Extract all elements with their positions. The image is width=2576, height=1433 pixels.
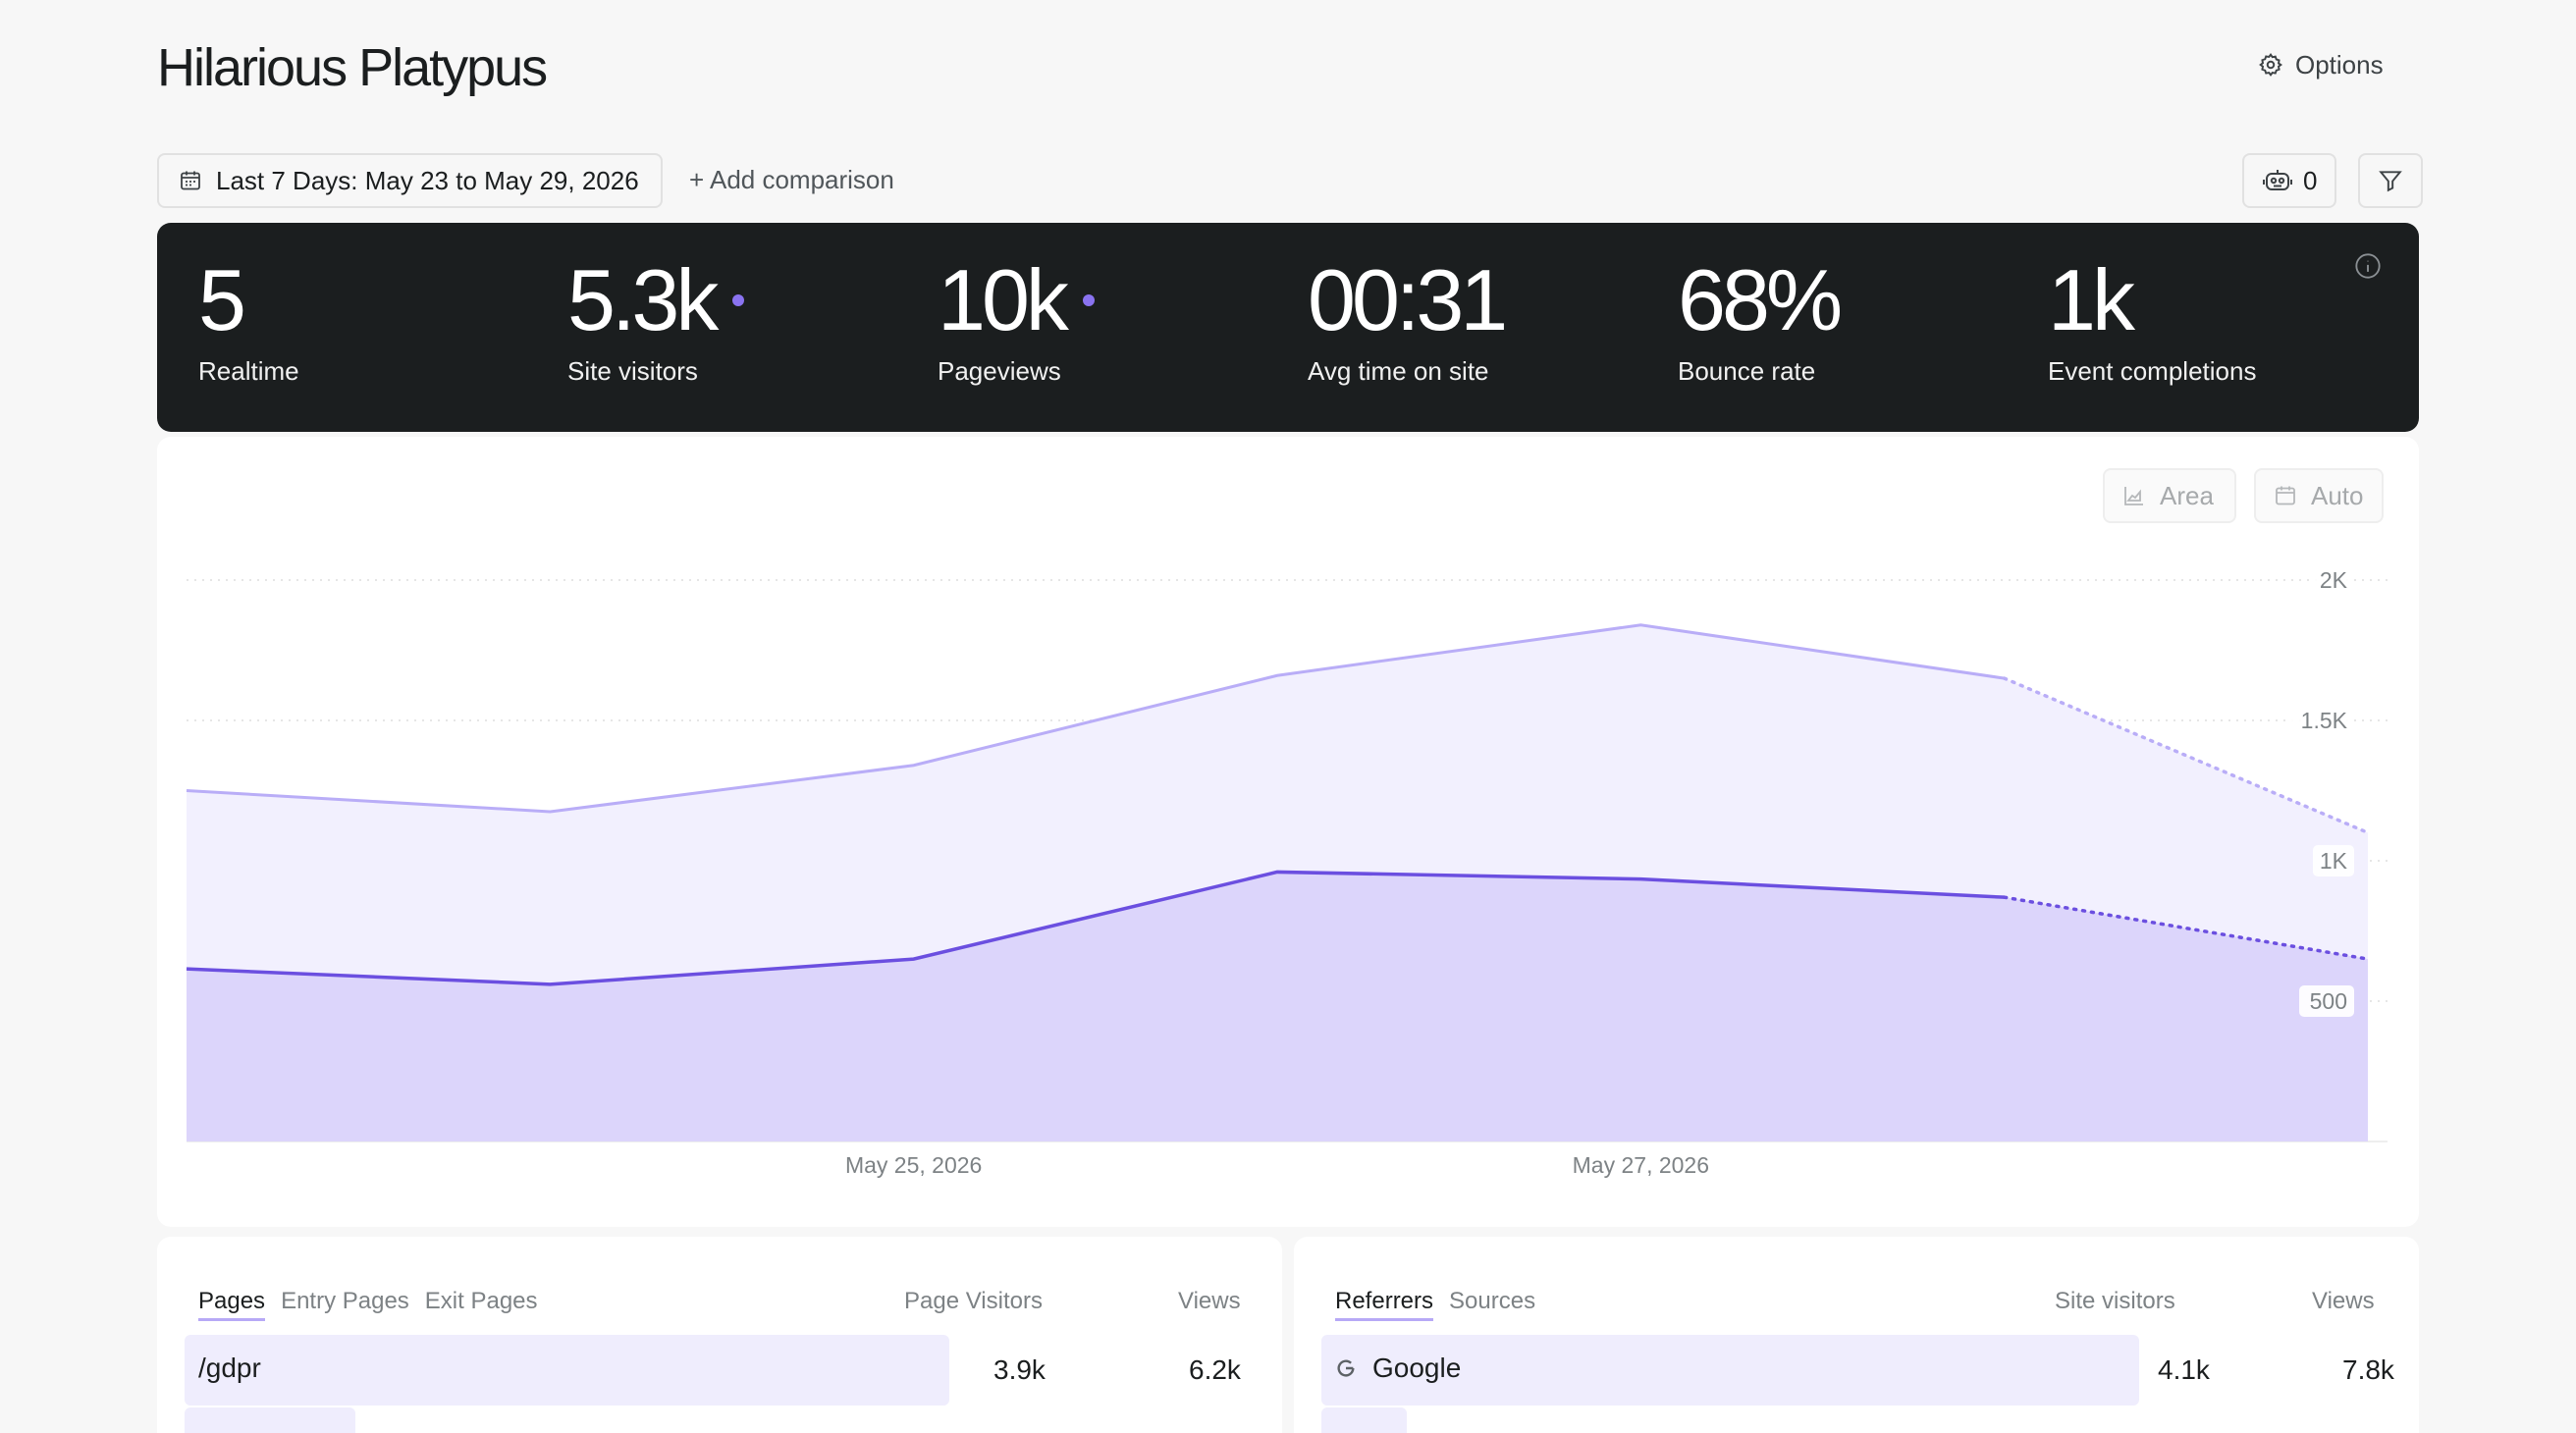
row-bar <box>1321 1335 2139 1406</box>
bot-filter-button[interactable]: 0 <box>2242 153 2336 208</box>
column-header-views[interactable]: Views <box>1178 1288 1241 1314</box>
row-label: Google <box>1335 1353 1461 1384</box>
options-button[interactable]: Options <box>2258 47 2384 82</box>
stat-realtime[interactable]: 5 Realtime <box>198 256 299 387</box>
stat-pageviews[interactable]: 10k Pageviews <box>938 256 1095 387</box>
tab-sources[interactable]: Sources <box>1449 1288 1536 1314</box>
area-toggle-button[interactable]: Area <box>2103 468 2236 523</box>
series-line <box>186 623 2005 814</box>
y-tick-label: 500 <box>2310 988 2347 1014</box>
google-icon <box>1335 1357 1357 1379</box>
calendar-icon <box>2274 484 2297 507</box>
row-views: 6.2k <box>1189 1354 1241 1385</box>
series-dot-icon <box>732 294 745 306</box>
row-bar <box>1321 1407 1407 1433</box>
add-comparison-button[interactable]: + Add comparison <box>689 165 894 194</box>
stat-label: Event completions <box>2048 356 2257 386</box>
stat-value: 10k <box>938 251 1069 348</box>
stat-label: Realtime <box>198 356 299 386</box>
y-tick-label-bg <box>2285 705 2354 736</box>
row-label-text: Google <box>1372 1353 1462 1383</box>
y-tick-label: 1.5K <box>2301 708 2348 733</box>
interval-toggle-label: Auto <box>2311 480 2364 510</box>
series-area <box>187 872 2368 1141</box>
tab-pages[interactable]: Pages <box>198 1288 266 1321</box>
pages-tabs: Pages Entry Pages Exit Pages <box>198 1288 538 1321</box>
series-line-partial <box>2002 895 2370 961</box>
options-label: Options <box>2295 49 2384 80</box>
stats-panel: 5 Realtime 5.3k Site visitors 10k Pagevi… <box>157 223 2419 432</box>
pages-card: Pages Entry Pages Exit Pages Page Visito… <box>157 1237 1282 1433</box>
stat-avg-time[interactable]: 00:31 Avg time on site <box>1308 251 1508 387</box>
row-views: 7.8k <box>2342 1354 2394 1385</box>
robot-icon <box>2262 168 2293 193</box>
bot-count: 0 <box>2303 165 2318 195</box>
row-visitors: 3.9k <box>993 1354 1046 1385</box>
y-tick-label-bg <box>2313 564 2354 596</box>
y-tick-label: 1K <box>2320 848 2348 874</box>
tab-entry-pages[interactable]: Entry Pages <box>281 1288 409 1314</box>
stat-bounce-rate[interactable]: 68% Bounce rate <box>1678 251 1843 387</box>
tab-exit-pages[interactable]: Exit Pages <box>424 1288 538 1314</box>
row-bar <box>185 1335 949 1406</box>
interval-toggle-button[interactable]: Auto <box>2254 468 2384 523</box>
y-tick-label-bg <box>2313 845 2354 876</box>
row-label: /gdpr <box>198 1353 261 1383</box>
table-row[interactable] <box>1321 1407 2391 1433</box>
calendar-icon <box>179 169 202 192</box>
date-range-picker[interactable]: Last 7 Days: May 23 to May 29, 2026 <box>157 153 663 208</box>
area-chart-icon <box>2122 484 2146 507</box>
stat-value: 5.3k <box>567 251 719 348</box>
stat-value: 00:31 <box>1308 251 1508 348</box>
gear-icon <box>2258 52 2283 78</box>
x-tick-label: May 27, 2026 <box>1573 1152 1709 1178</box>
area-toggle-label: Area <box>2160 480 2214 510</box>
date-range-label: Last 7 Days: May 23 to May 29, 2026 <box>216 165 639 195</box>
table-row[interactable]: /gdpr 3.9k 6.2k <box>185 1335 1255 1406</box>
x-tick-label: May 25, 2026 <box>845 1152 982 1178</box>
visitors-chart: 2K 1.5K 1K 500 May 25, 2026 May 27, 2026 <box>186 564 2388 1178</box>
stat-value: 1k <box>2048 251 2135 348</box>
y-tick-label: 2K <box>2320 567 2348 593</box>
filter-button[interactable] <box>2358 153 2423 208</box>
column-header-visitors[interactable]: Page Visitors <box>904 1288 1043 1314</box>
series-dot-icon <box>1082 294 1095 306</box>
column-header-visitors[interactable]: Site visitors <box>2055 1288 2175 1314</box>
stat-label: Site visitors <box>567 356 698 386</box>
page-title: Hilarious Platypus <box>157 38 548 97</box>
stat-event-completions[interactable]: 1k Event completions <box>2048 256 2256 387</box>
stat-label: Bounce rate <box>1678 356 1816 386</box>
filter-icon <box>2378 168 2403 193</box>
series-line-partial <box>2002 676 2370 835</box>
stat-value: 5 <box>198 251 246 348</box>
table-row[interactable] <box>185 1407 1255 1433</box>
row-bar <box>185 1407 355 1433</box>
stat-label: Pageviews <box>938 356 1061 386</box>
table-row[interactable]: Google 4.1k 7.8k <box>1321 1335 2394 1406</box>
stat-label: Avg time on site <box>1308 356 1489 386</box>
series-line <box>186 870 2005 986</box>
row-visitors: 4.1k <box>2158 1354 2210 1385</box>
referrers-tabs: Referrers Sources <box>1335 1288 1535 1321</box>
info-icon[interactable] <box>2354 252 2382 285</box>
tab-referrers[interactable]: Referrers <box>1335 1288 1434 1321</box>
chart-card: 2K 1.5K 1K 500 May 25, 2026 May 27, 2026 Area… <box>157 437 2419 1227</box>
column-header-views[interactable]: Views <box>2312 1288 2375 1314</box>
referrers-card: Referrers Sources Site visitors Views Go… <box>1294 1237 2419 1433</box>
y-tick-label-bg <box>2299 985 2354 1017</box>
stat-value: 68% <box>1678 251 1843 348</box>
stat-site-visitors[interactable]: 5.3k Site visitors <box>567 251 745 387</box>
